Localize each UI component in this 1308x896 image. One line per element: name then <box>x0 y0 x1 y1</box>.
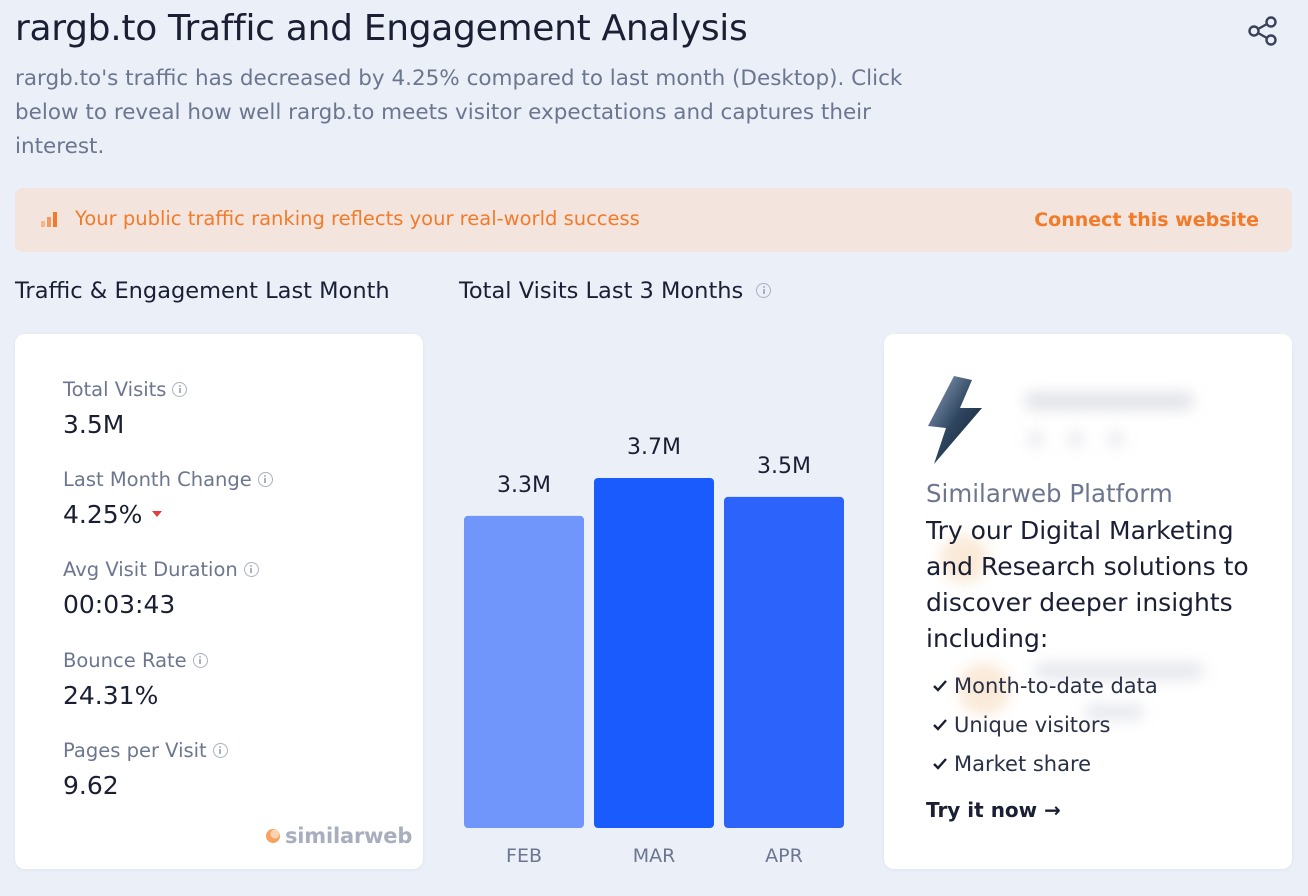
metric-bounce-rate: Bounce Rate 24.31% <box>63 647 208 710</box>
try-it-now-link[interactable]: Try it now → <box>926 798 1061 822</box>
connect-website-link[interactable]: Connect this website <box>1034 209 1259 231</box>
x-tick-label: FEB <box>506 845 542 867</box>
promo-brand: Similarweb Platform <box>926 479 1173 508</box>
metric-total-visits: Total Visits 3.5M <box>63 376 188 439</box>
trend-down-icon <box>152 511 163 517</box>
metric-label: Avg Visit Duration <box>63 558 238 581</box>
list-item: Month-to-date data <box>932 667 1158 706</box>
bar-chart-icon <box>41 212 57 227</box>
lightning-bolt-icon <box>928 376 982 464</box>
x-tick-label: MAR <box>633 845 676 867</box>
info-icon[interactable] <box>257 471 273 487</box>
info-icon[interactable] <box>243 561 259 577</box>
metric-label: Last Month Change <box>63 468 252 491</box>
list-item-text: Market share <box>954 752 1092 776</box>
x-tick-label: APR <box>765 845 803 867</box>
metric-label: Bounce Rate <box>63 649 187 672</box>
metric-label: Pages per Visit <box>63 739 207 762</box>
logo-text: similarweb <box>285 824 413 848</box>
bar-feb[interactable] <box>464 515 584 828</box>
metric-value: 00:03:43 <box>63 590 176 619</box>
checkmark-icon <box>933 718 947 731</box>
bar-mar[interactable] <box>594 477 714 828</box>
similarweb-logo: similarweb <box>265 824 412 848</box>
bar-value-label: 3.3M <box>497 473 551 498</box>
visits-section-title: Total Visits Last 3 Months <box>459 278 772 304</box>
engagement-card: Total Visits 3.5M Last Month Change 4.25… <box>15 334 423 869</box>
bar-value-label: 3.7M <box>627 435 681 460</box>
engagement-section-title: Traffic & Engagement Last Month <box>15 278 390 304</box>
metric-value: 3.5M <box>63 410 125 439</box>
visits-title-text: Total Visits Last 3 Months <box>459 278 744 304</box>
page-subtitle: rargb.to's traffic has decreased by 4.25… <box>15 66 903 159</box>
metric-label: Total Visits <box>63 378 167 401</box>
promo-body: Try our Digital Marketing and Research s… <box>926 516 1249 653</box>
metric-value: 9.62 <box>63 771 119 800</box>
bar-apr[interactable] <box>724 496 844 828</box>
list-item: Unique visitors <box>932 706 1158 745</box>
metric-value: 24.31% <box>63 681 159 710</box>
list-item-text: Month-to-date data <box>954 674 1158 698</box>
blurred-decoration <box>958 662 1204 720</box>
promo-card: Similarweb Platform Try our Digital Mark… <box>884 334 1292 869</box>
info-icon[interactable] <box>192 652 208 668</box>
metric-avg-visit-duration: Avg Visit Duration 00:03:43 <box>63 556 259 619</box>
feature-list: Month-to-date data Unique visitors Marke… <box>932 667 1158 784</box>
blurred-decoration <box>1024 392 1194 447</box>
checkmark-icon <box>933 679 947 692</box>
metric-last-month-change: Last Month Change 4.25% <box>63 466 273 529</box>
info-icon[interactable] <box>172 381 188 397</box>
blurred-decoration <box>940 535 988 583</box>
checkmark-icon <box>933 757 947 770</box>
similarweb-logo-icon <box>266 828 280 843</box>
list-item-text: Unique visitors <box>954 713 1111 737</box>
bar-value-label: 3.5M <box>757 454 811 479</box>
info-icon[interactable] <box>756 282 772 298</box>
connect-banner: Your public traffic ranking reflects you… <box>15 188 1292 252</box>
list-item: Market share <box>932 745 1158 784</box>
visits-bar-chart: 3.3M FEB 3.7M MAR 3.5M APR <box>464 435 844 867</box>
page-title: rargb.to Traffic and Engagement Analysis <box>15 8 748 49</box>
share-icon[interactable] <box>1246 14 1280 48</box>
info-icon[interactable] <box>212 742 228 758</box>
metric-pages-per-visit: Pages per Visit 9.62 <box>63 737 228 800</box>
engagement-title-text: Traffic & Engagement Last Month <box>15 278 390 304</box>
metric-value: 4.25% <box>63 500 143 529</box>
banner-text: Your public traffic ranking reflects you… <box>75 207 640 230</box>
